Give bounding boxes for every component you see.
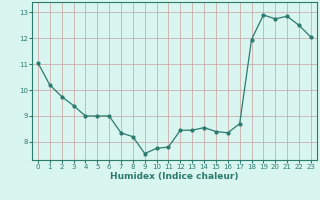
X-axis label: Humidex (Indice chaleur): Humidex (Indice chaleur) [110,172,239,181]
